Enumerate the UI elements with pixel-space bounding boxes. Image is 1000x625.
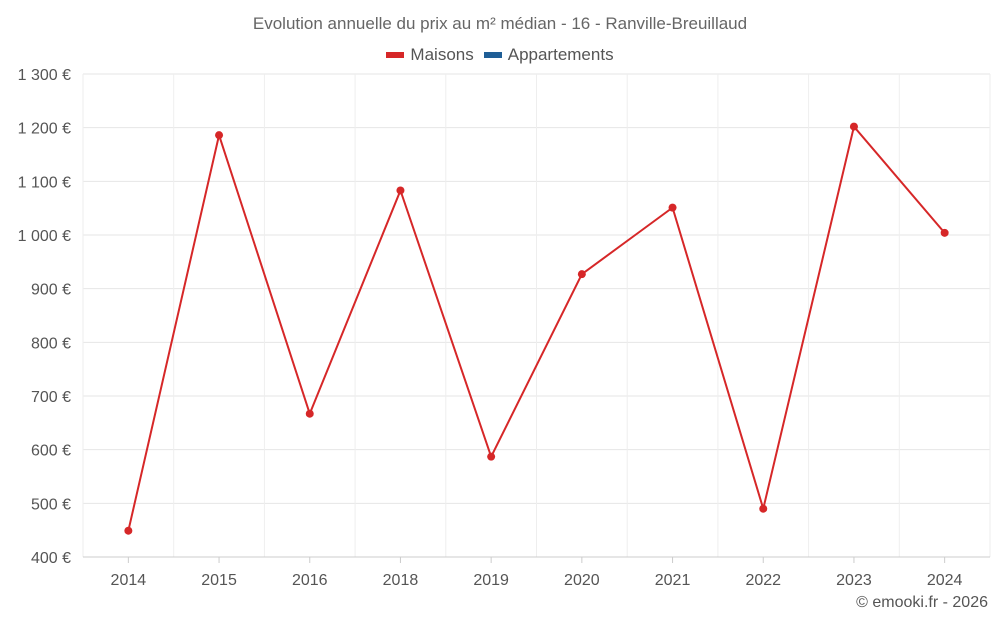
y-tick-label: 500 € xyxy=(31,496,71,513)
x-tick-label: 2015 xyxy=(201,572,237,589)
x-tick-label: 2018 xyxy=(383,572,419,589)
y-tick-label: 900 € xyxy=(31,282,71,299)
data-point-maisons-2016[interactable] xyxy=(305,409,314,418)
data-point-maisons-2024[interactable] xyxy=(940,228,949,237)
data-point-maisons-2021[interactable] xyxy=(668,203,677,212)
y-tick-label: 600 € xyxy=(31,443,71,460)
y-tick-label: 700 € xyxy=(31,389,71,406)
data-point-maisons-2022[interactable] xyxy=(759,504,768,513)
legend-label-appartements: Appartements xyxy=(507,45,614,64)
x-tick-label: 2019 xyxy=(473,572,509,589)
grid xyxy=(82,73,991,558)
legend-swatch-appartements xyxy=(483,52,502,58)
x-tick-label: 2024 xyxy=(927,572,963,589)
x-tick-label: 2021 xyxy=(655,572,691,589)
x-tick-label: 2020 xyxy=(564,572,600,589)
y-tick-label: 1 100 € xyxy=(18,174,71,191)
data-point-maisons-2020[interactable] xyxy=(577,270,586,279)
copyright: © emooki.fr - 2026 xyxy=(856,594,988,611)
legend-label-maisons: Maisons xyxy=(410,45,474,64)
data-point-maisons-2023[interactable] xyxy=(849,122,858,131)
data-point-maisons-2019[interactable] xyxy=(487,452,496,461)
y-axis: 400 € 500 € 600 € 700 € 800 € 900 € 1 000 € 1 1… xyxy=(18,67,71,567)
x-tick-label: 2023 xyxy=(836,572,872,589)
x-tick-label: 2014 xyxy=(111,572,147,589)
y-tick-label: 1 300 € xyxy=(18,67,71,84)
data-point-maisons-2018[interactable] xyxy=(396,186,405,195)
series-layer xyxy=(124,122,949,535)
x-axis: 2014 2015 2016 2018 2019 2020 2021 2022 2023 2024 xyxy=(83,556,990,589)
series-line-maisons xyxy=(127,124,946,531)
y-tick-label: 1 200 € xyxy=(18,121,71,138)
chart-title: Evolution annuelle du prix au m² médian … xyxy=(252,14,748,33)
x-tick-label: 2016 xyxy=(292,572,328,589)
data-point-maisons-2014[interactable] xyxy=(124,526,133,535)
data-point-maisons-2015[interactable] xyxy=(215,131,224,140)
legend: Maisons Appartements xyxy=(0,45,1000,65)
legend-swatch-maisons xyxy=(386,52,405,58)
y-tick-label: 400 € xyxy=(31,550,71,567)
x-tick-label: 2022 xyxy=(745,572,781,589)
y-tick-label: 1 000 € xyxy=(18,228,71,245)
legend-item-maisons[interactable]: Maisons xyxy=(386,45,474,65)
legend-item-appartements[interactable]: Appartements xyxy=(483,45,614,65)
y-tick-label: 800 € xyxy=(31,335,71,352)
